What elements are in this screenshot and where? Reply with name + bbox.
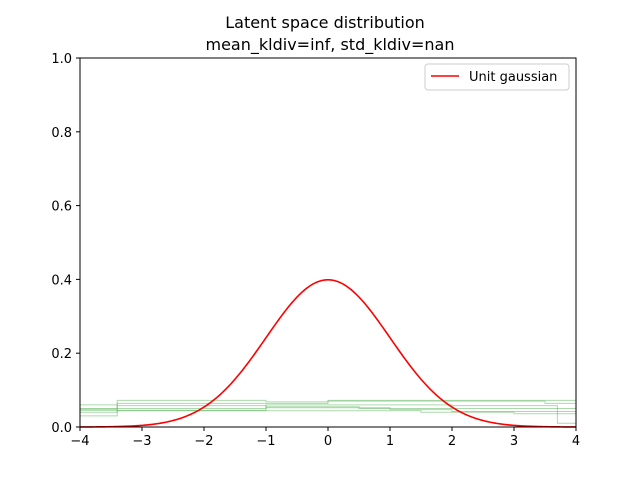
- chart-subtitle: mean_kldiv=inf, std_kldiv=nan: [206, 35, 455, 55]
- gaussian-line: [80, 278, 576, 428]
- x-tick-label: 1: [386, 434, 394, 449]
- histogram-5: [79, 404, 577, 427]
- gaussian-line-layer: [80, 278, 576, 428]
- histogram-4: [79, 410, 577, 427]
- y-tick-label: 0.6: [51, 200, 72, 215]
- y-tick-label: 0.2: [51, 347, 72, 362]
- histogram-2: [79, 405, 577, 427]
- x-tick-label: 3: [510, 434, 518, 449]
- chart-title: Latent space distribution: [225, 13, 425, 32]
- y-tick-label: 0.4: [51, 273, 72, 288]
- x-tick-label: 0: [324, 434, 332, 449]
- x-tick-label: −2: [194, 434, 213, 449]
- plot-frame: [79, 57, 577, 428]
- x-tick-label: −3: [132, 434, 151, 449]
- x-axis: −4 −3 −2 −1 0 1 2 3 4: [70, 427, 580, 449]
- x-tick-label: −1: [256, 434, 275, 449]
- y-tick-label: 0.0: [51, 421, 72, 436]
- y-tick-label: 1.0: [51, 52, 72, 67]
- legend: Unit gaussian: [424, 63, 570, 91]
- legend-label: Unit gaussian: [469, 70, 557, 85]
- histogram-3: [79, 407, 577, 427]
- histogram-0: [79, 399, 577, 427]
- legend-box: [424, 63, 570, 91]
- x-tick-label: 4: [572, 434, 580, 449]
- x-tick-label: 2: [448, 434, 456, 449]
- x-tick-label: −4: [70, 434, 89, 449]
- y-tick-label: 0.8: [51, 126, 72, 141]
- histogram-1: [79, 400, 577, 427]
- y-axis: 0.0 0.2 0.4 0.6 0.8 1.0: [51, 52, 80, 436]
- histogram-layer: [79, 399, 577, 427]
